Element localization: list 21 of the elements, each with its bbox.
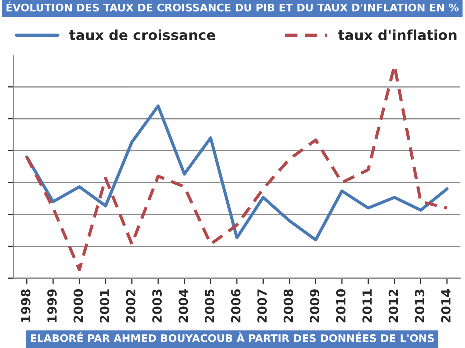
text: ELABORÉ PAR AHMED BOUYACOUB À PARTIR DES DONNÉES DE L'ONS bbox=[31, 332, 434, 342]
x-tick-label: 2010 bbox=[336, 289, 346, 323]
x-tick-label: 2004 bbox=[178, 289, 188, 323]
x-tick-label: 2012 bbox=[388, 290, 398, 323]
x-tick-label: 2013 bbox=[415, 290, 425, 323]
x-tick-label: 2008 bbox=[284, 290, 294, 323]
x-tick-label: 2003 bbox=[152, 290, 162, 323]
x-tick-label: 1998 bbox=[21, 290, 31, 322]
x-tick-label: 2002 bbox=[126, 290, 136, 323]
x-tick-label: 1999 bbox=[48, 290, 57, 322]
x-tick-label: 2005 bbox=[205, 290, 215, 323]
x-tick-label: 2006 bbox=[231, 289, 241, 323]
x-tick-label: 2009 bbox=[310, 290, 320, 323]
x-tick-label: 2014 bbox=[441, 289, 451, 323]
x-tick-label: 2001 bbox=[100, 290, 110, 323]
x-tick-label: 2000 bbox=[74, 289, 84, 323]
chart-title: ÉVOLUTION DES TAUX DE CROISSANCE DU PIB ET DU TAUX D'INFLATION EN % bbox=[6, 2, 459, 12]
x-tick-label: 2011 bbox=[362, 290, 372, 323]
legend-label: taux d'inflation bbox=[338, 30, 457, 40]
x-tick-label: 2007 bbox=[258, 290, 268, 323]
legend-label: taux de croissance bbox=[69, 30, 216, 40]
